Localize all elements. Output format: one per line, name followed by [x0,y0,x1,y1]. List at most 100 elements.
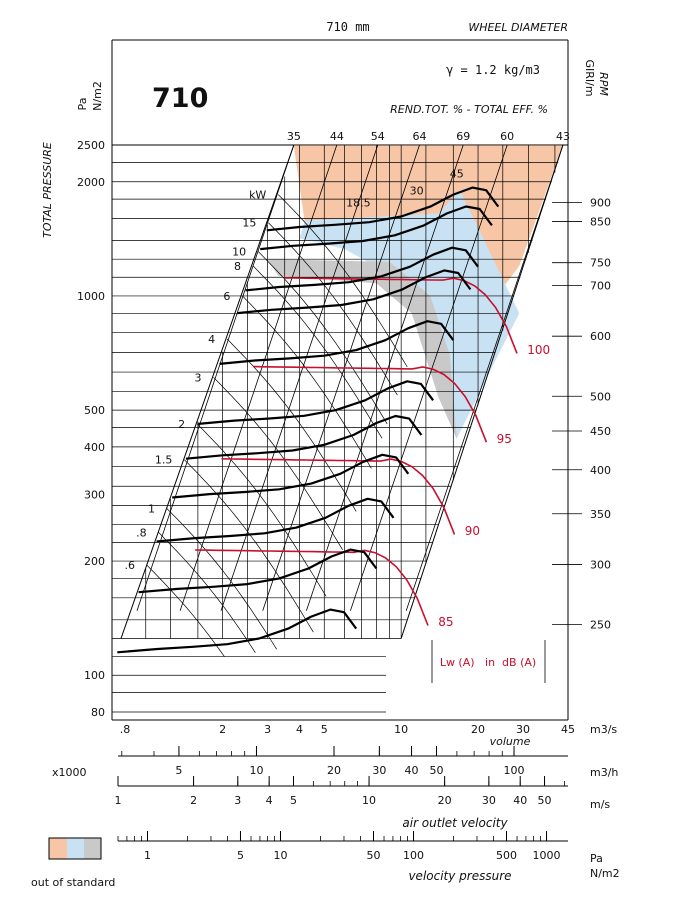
efficiency-label-2: 54 [371,130,385,143]
noise-curves [195,277,518,626]
vp-scale-tick-label-4: 100 [403,849,424,862]
rpm-label-2: 750 [590,257,611,270]
efficiency-line-6 [405,144,564,611]
y-unit-pa: Pa [76,98,89,111]
vp-scale-label: velocity pressure [408,869,511,883]
legend-swatch-orange [49,838,67,859]
efficiency-label-1: 44 [330,130,344,143]
vp-scale-tick-label-2: 10 [274,849,288,862]
rpm-curve-5 [198,380,434,425]
power-line-5 [226,338,357,512]
power-label-1: 15 [242,217,256,230]
power-label-7: 2 [178,418,185,431]
vp-scale-tick-label-3: 50 [366,849,380,862]
pressure-tick-label-5: 300 [84,488,105,501]
volume-tick-label-2: 3 [264,723,271,736]
power-inside-label-1: 30 [410,185,424,198]
legend-swatch-blue [67,838,84,859]
rpm-curve-3 [237,269,472,315]
power-label-0: kW [249,189,266,202]
efficiency-label-5: 60 [500,130,514,143]
volume-unit: m3/s [590,723,617,736]
flow-scale-prefix: x1000 [52,766,87,779]
vp-scale-tick-label-1: 5 [237,849,244,862]
power-label-6: 3 [195,371,202,384]
rpm-curve-9 [138,548,378,594]
velocity-scale-tick-label-5: 10 [362,794,376,807]
pressure-tick-label-6: 200 [84,555,105,568]
power-line-7 [196,423,327,597]
efficiency-label-0: 35 [287,130,301,143]
x-axis-label: volume [490,735,531,748]
power-label-11: .6 [124,559,135,572]
power-line-6 [213,377,343,550]
velocity-scale-tick-label-0: 1 [115,794,122,807]
secondary-scales: 5 10 20 30 40 50 100 1 2 3 4 5 10 20 30 40 50 1 5 10 50 100 50… [115,746,568,862]
zone-blue [299,190,520,439]
power-line-9 [166,508,277,650]
rpm-label-0: 900 [590,197,611,210]
efficiency-label-4: 69 [456,130,470,143]
volume-tick-label-5: 10 [394,723,408,736]
rpm-curve-1 [260,205,493,251]
volume-tick-label-6: 20 [471,723,485,736]
rpm-curve-0 [266,186,500,232]
power-line-8 [184,459,314,633]
volume-tick-label-1: 2 [219,723,226,736]
power-line-4 [242,295,372,469]
rpm-label-3: 700 [590,279,611,292]
pressure-tick-label-2: 1000 [77,290,105,303]
power-line-0 [278,194,408,368]
flow-scale-tick-label-2: 20 [327,764,341,777]
volume-tick-label-3: 4 [296,723,303,736]
wheel-diameter-value: 710 mm [326,20,369,34]
pressure-tick-label-8: 80 [91,706,105,719]
flow-scale-tick-label-5: 50 [430,764,444,777]
velocity-scale-unit: m/s [590,798,610,811]
efficiency-label-3: 64 [413,130,427,143]
rpm-label-5: 500 [590,390,611,403]
velocity-scale-tick-label-2: 3 [234,794,241,807]
pressure-tick-label-4: 400 [84,441,105,454]
rpm-unit-giri: GIRI/m [583,59,596,96]
velocity-scale-tick-label-7: 30 [482,794,496,807]
wheel-diameter-label: WHEEL DIAMETER [468,21,568,34]
noise-curve-0 [284,277,518,354]
flow-scale-tick-label-3: 30 [372,764,386,777]
y-axis-label: TOTAL PRESSURE [41,142,54,238]
rpm-curve-7 [172,453,410,499]
velocity-scale-label: air outlet velocity [402,816,508,830]
rpm-unit-rpm: RPM [597,72,610,96]
flow-scale-tick-label-6: 100 [504,764,525,777]
vp-scale-unit-nm2: N/m2 [590,867,620,880]
pressure-tick-label-7: 100 [84,669,105,682]
pressure-tick-label-0: 2500 [77,139,105,152]
rpm-label-10: 250 [590,619,611,632]
rpm-curve-4 [219,320,455,365]
noise-legend-text: Lw (A) in dB (A) [440,656,536,669]
noise-curve-2 [221,458,456,535]
rpm-label-6: 450 [590,425,611,438]
pressure-tick-label-1: 2000 [77,176,105,189]
power-label-8: 1.5 [155,454,173,467]
air-density: γ = 1.2 kg/m3 [446,63,540,77]
velocity-scale-tick-label-3: 4 [266,794,273,807]
velocity-scale-tick-label-9: 50 [538,794,552,807]
power-line-2 [257,251,388,425]
y-unit-nm2: N/m2 [91,81,104,111]
power-label-5: 4 [208,333,215,346]
volume-tick-label-8: 45 [561,723,575,736]
efficiency-lines [136,144,564,657]
flow-scale-tick-label-1: 10 [249,764,263,777]
rpm-curve-8 [156,497,395,543]
vp-scale-unit-pa: Pa [590,852,603,865]
legend-label: out of standard [31,876,115,889]
power-label-4: 6 [223,290,230,303]
volume-tick-label-4: 5 [321,723,328,736]
power-inside-label-2: 45 [450,168,464,181]
efficiency-line-1 [179,144,338,611]
noise-label-2: 90 [465,524,480,538]
axis-labels: 35 44 54 64 69 60 43kW1510864321.51.8.618.5304… [77,130,611,736]
rpm-curve-10 [117,608,358,654]
